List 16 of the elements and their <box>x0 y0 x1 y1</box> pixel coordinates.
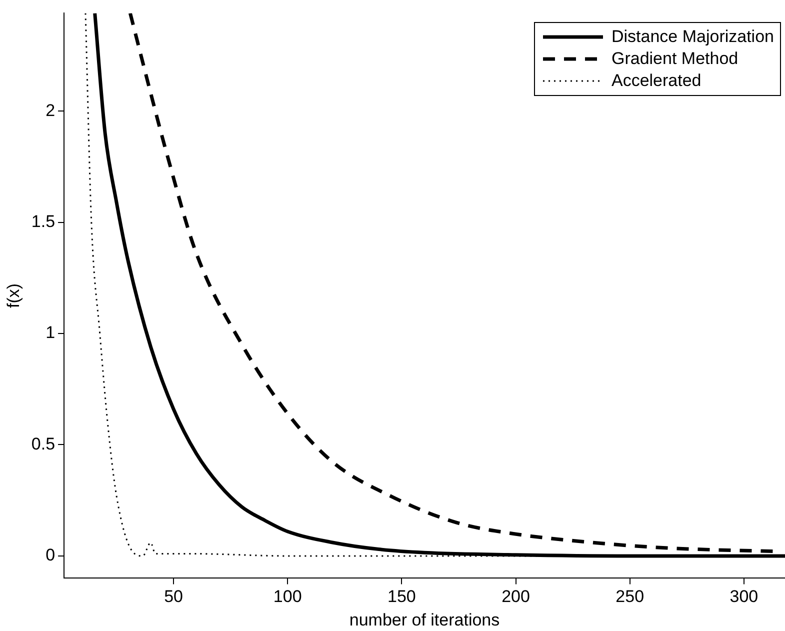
x-tick-label: 100 <box>273 587 302 606</box>
x-tick-label: 300 <box>730 587 758 606</box>
y-tick-label: 1 <box>46 323 56 342</box>
x-tick-label: 50 <box>164 587 184 606</box>
x-tick-label: 150 <box>388 587 416 606</box>
x-tick-label: 200 <box>502 587 530 606</box>
legend-label: Accelerated <box>611 71 702 91</box>
x-tick-label: 250 <box>616 587 644 606</box>
y-tick-label: 1.5 <box>31 212 56 231</box>
y-tick-label: 0.5 <box>31 434 56 454</box>
y-tick-label: 0 <box>46 546 56 565</box>
x-axis-title: number of iterations <box>349 610 500 630</box>
legend-label: Distance Majorization <box>611 27 774 47</box>
y-axis-title: f(x) <box>4 283 23 308</box>
y-tick-label: 2 <box>46 100 56 120</box>
legend-label: Gradient Method <box>611 49 738 69</box>
